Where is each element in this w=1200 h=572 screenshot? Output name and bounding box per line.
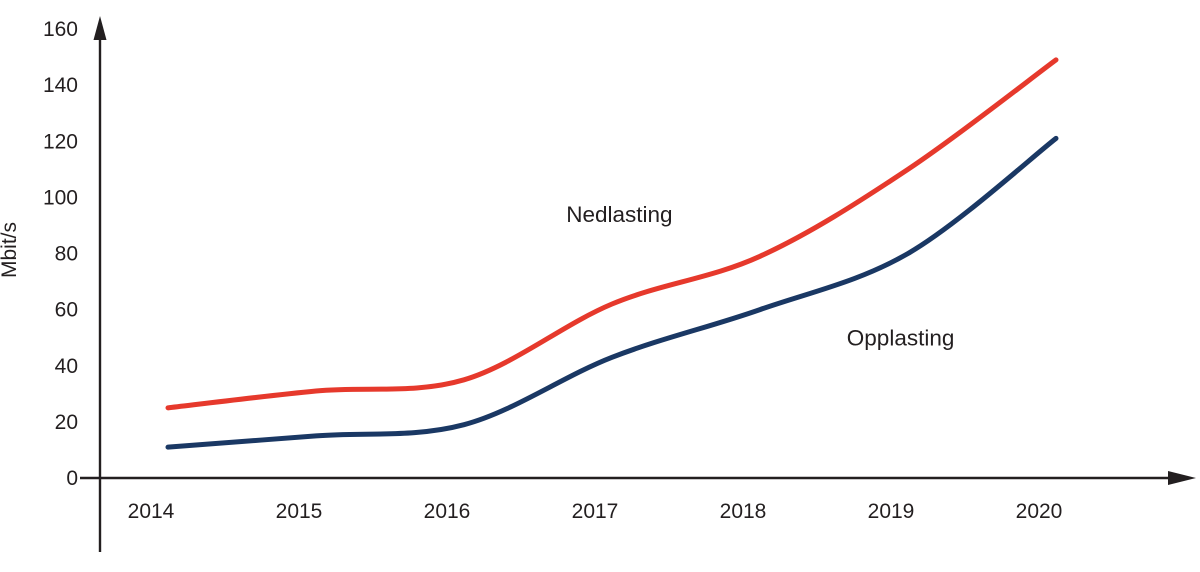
y-tick-label: 60 (55, 299, 78, 322)
x-tick-label: 2014 (128, 500, 175, 523)
series-line-nedlasting (165, 57, 1059, 411)
y-tick-label: 140 (43, 74, 78, 97)
y-tick-label: 80 (55, 243, 78, 266)
x-tick-label: 2020 (1016, 500, 1063, 523)
x-tick-label: 2019 (868, 500, 915, 523)
y-axis-arrow-icon (93, 16, 107, 40)
y-tick-label: 120 (43, 130, 78, 153)
y-tick-label: 100 (43, 186, 78, 209)
y-tick-label: 0 (66, 467, 78, 490)
y-tick-label: 20 (55, 411, 78, 434)
x-tick-label: 2017 (572, 500, 619, 523)
x-tick-label: 2015 (276, 500, 323, 523)
y-tick-label: 160 (43, 18, 78, 41)
x-tick-label: 2016 (424, 500, 471, 523)
y-axis-title: Mbit/s (0, 222, 21, 278)
series-label-nedlasting: Nedlasting (566, 202, 672, 227)
x-axis-arrow-icon (1168, 471, 1196, 485)
x-tick-label: 2018 (720, 500, 767, 523)
series-line-opplasting (165, 135, 1059, 450)
series-label-opplasting: Opplasting (847, 326, 955, 351)
y-tick-label: 40 (55, 355, 78, 378)
